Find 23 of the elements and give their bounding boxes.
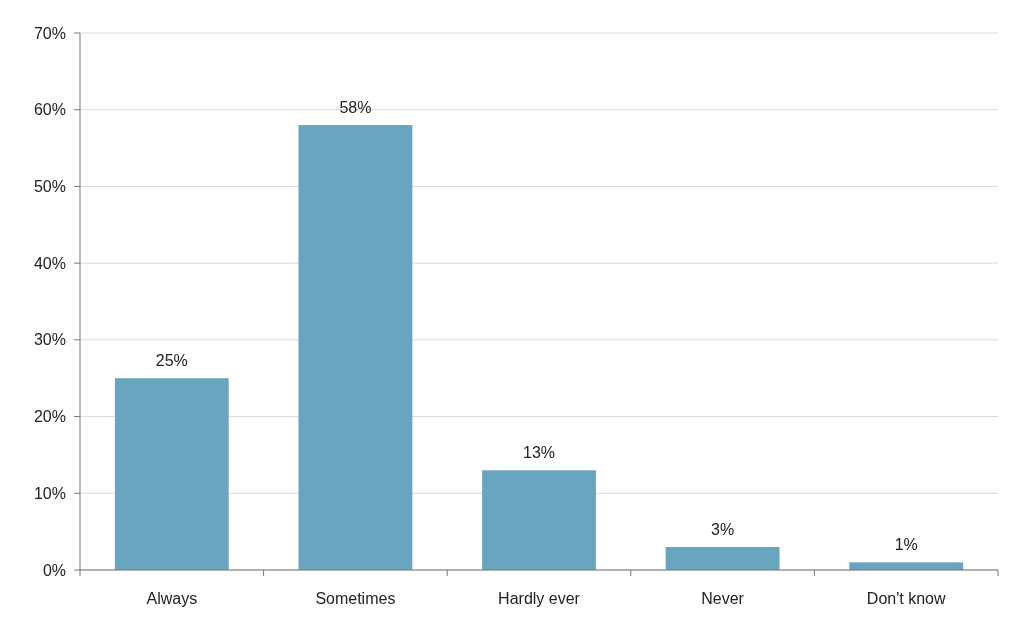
data-label: 25% <box>155 352 188 370</box>
x-tick-label: Never <box>701 590 745 607</box>
y-tick-label: 10% <box>33 484 66 502</box>
x-tick-label: Sometimes <box>315 590 396 607</box>
x-tick-label: Don't know <box>866 590 946 607</box>
bar <box>114 378 229 570</box>
y-tick-label: 40% <box>33 254 66 272</box>
data-label: 13% <box>522 444 556 462</box>
x-tick-label: Always <box>146 590 198 607</box>
y-tick-label: 30% <box>33 331 66 349</box>
bar <box>665 546 780 570</box>
bar <box>482 470 596 570</box>
bar <box>849 562 964 570</box>
x-tick-label: Hardly ever <box>498 590 581 607</box>
y-tick-label: 50% <box>33 178 66 196</box>
bar <box>298 125 413 570</box>
data-label: 1% <box>894 536 918 554</box>
y-tick-label: 70% <box>33 24 66 42</box>
data-label: 3% <box>711 520 735 538</box>
y-tick-label: 60% <box>33 101 66 119</box>
y-tick-label: 20% <box>33 408 66 426</box>
data-label: 58% <box>339 99 372 117</box>
y-tick-label: 0% <box>42 561 66 579</box>
